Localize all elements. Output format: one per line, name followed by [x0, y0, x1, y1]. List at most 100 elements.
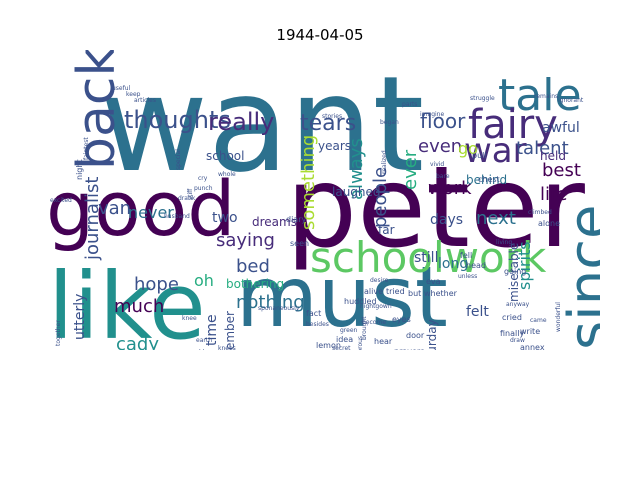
word-held: held: [540, 149, 566, 163]
word-secret: secret: [332, 345, 351, 350]
word-life: life: [540, 184, 567, 205]
word-bare: bare: [436, 173, 450, 180]
word-utterly: utterly: [72, 294, 88, 340]
word-want: want: [100, 50, 424, 202]
word-cold: cold: [192, 349, 205, 350]
word-finally: finally: [500, 329, 524, 338]
word-van: van: [98, 198, 131, 219]
word-behind: behind: [466, 173, 507, 187]
word-stories: stories: [322, 113, 342, 120]
word-saying: saying: [216, 230, 275, 251]
word-peter: peter: [286, 143, 586, 273]
word-must: must: [236, 248, 448, 346]
word-become: become: [362, 319, 386, 326]
word-far: far: [378, 223, 395, 237]
word-bed: bed: [236, 256, 270, 277]
word-alone: alone: [538, 219, 560, 228]
word-pull: pull: [472, 151, 487, 160]
word-going: going: [504, 267, 526, 276]
word-eyes: eyes: [392, 315, 411, 324]
word-never: never: [128, 203, 174, 222]
word-really: really: [208, 108, 274, 136]
word-school: school: [206, 149, 244, 163]
word-schoolwork: schoolwork: [310, 233, 547, 282]
word-brought: brought: [361, 316, 368, 340]
word-husband: husband: [164, 213, 190, 220]
word-stiff: stiff: [187, 188, 194, 200]
word-green: green: [340, 327, 358, 334]
word-whole: whole: [218, 171, 236, 178]
word-wonderful: wonderful: [555, 302, 562, 332]
word-long: long: [438, 256, 468, 272]
word-knees: knees: [218, 345, 236, 350]
word-special: special: [175, 149, 182, 170]
word-earth: earth: [196, 337, 212, 344]
word-parts: parts: [402, 101, 417, 108]
word-alive: alive: [364, 287, 383, 296]
word-imagine: imagine: [420, 111, 444, 118]
word-september: september: [223, 311, 237, 350]
word-punch: punch: [194, 185, 213, 192]
word-best: best: [542, 160, 581, 181]
word-spirits: spirits: [515, 241, 534, 290]
word-eva: eva: [426, 277, 441, 286]
word-dreams: dreams: [252, 215, 297, 229]
word-anyway: anyway: [506, 301, 530, 308]
word-together: together: [55, 320, 62, 346]
word-laughed: laughed: [332, 185, 381, 199]
chart-title: 1944-04-05: [276, 26, 364, 44]
word-door: door: [406, 331, 425, 340]
word-desire: desire: [370, 277, 389, 284]
word-head: head: [466, 261, 486, 270]
word-cried: cried: [502, 313, 522, 322]
word-much: much: [114, 296, 164, 317]
word-idea: idea: [336, 335, 353, 344]
word-besides: besides: [306, 321, 329, 328]
word-keep: keep: [126, 91, 141, 98]
word-sponaneously: sponaneously: [258, 305, 300, 312]
word-articles: articles: [134, 97, 156, 104]
word-draw: draw: [510, 337, 525, 344]
word-even: even: [418, 136, 462, 157]
word-came: came: [530, 317, 547, 324]
word-began: began: [380, 119, 399, 126]
word-still: still: [414, 250, 438, 266]
word-faintest: faintest: [83, 137, 90, 160]
word-nothing: nothing: [236, 292, 305, 313]
word-ignorant: ignorant: [558, 97, 584, 104]
word-awful: awful: [542, 120, 580, 136]
word-ever: ever: [400, 149, 421, 190]
word-journalist: journalist: [82, 177, 103, 261]
word-knee: knee: [182, 315, 197, 322]
word-but: but: [408, 289, 421, 298]
word-like: like: [48, 253, 206, 350]
word-whether: whether: [424, 289, 458, 298]
word-fact: fact: [306, 309, 321, 318]
word-chest: chest: [478, 175, 500, 184]
word-thoughts: thoughts: [124, 106, 231, 134]
word-war: war: [464, 131, 527, 171]
word-go: go: [458, 139, 478, 158]
word-annex: annex: [520, 343, 545, 350]
word-write: write: [520, 327, 540, 336]
word-hope: hope: [134, 274, 179, 295]
word-cry: cry: [198, 175, 208, 182]
word-climbed: climbed: [528, 209, 552, 216]
word-hear: hear: [374, 337, 393, 346]
word-remains: remains: [534, 93, 558, 100]
word-tale: tale: [498, 70, 582, 121]
word-struggle: struggle: [470, 95, 495, 102]
word-tears: tears: [300, 111, 356, 136]
word-saturday: saturday: [425, 319, 439, 350]
word-excited: excited: [50, 197, 72, 204]
word-work: work: [428, 178, 472, 199]
word-fell: fell: [460, 251, 472, 260]
word-prayers: prayers: [394, 347, 424, 350]
word-back: back: [67, 50, 127, 170]
word-bothering: bothering: [226, 277, 284, 291]
word-years: years: [318, 139, 351, 153]
word-felt: felt: [466, 304, 489, 320]
word-something: something: [298, 135, 319, 230]
word-good: good: [46, 164, 235, 253]
